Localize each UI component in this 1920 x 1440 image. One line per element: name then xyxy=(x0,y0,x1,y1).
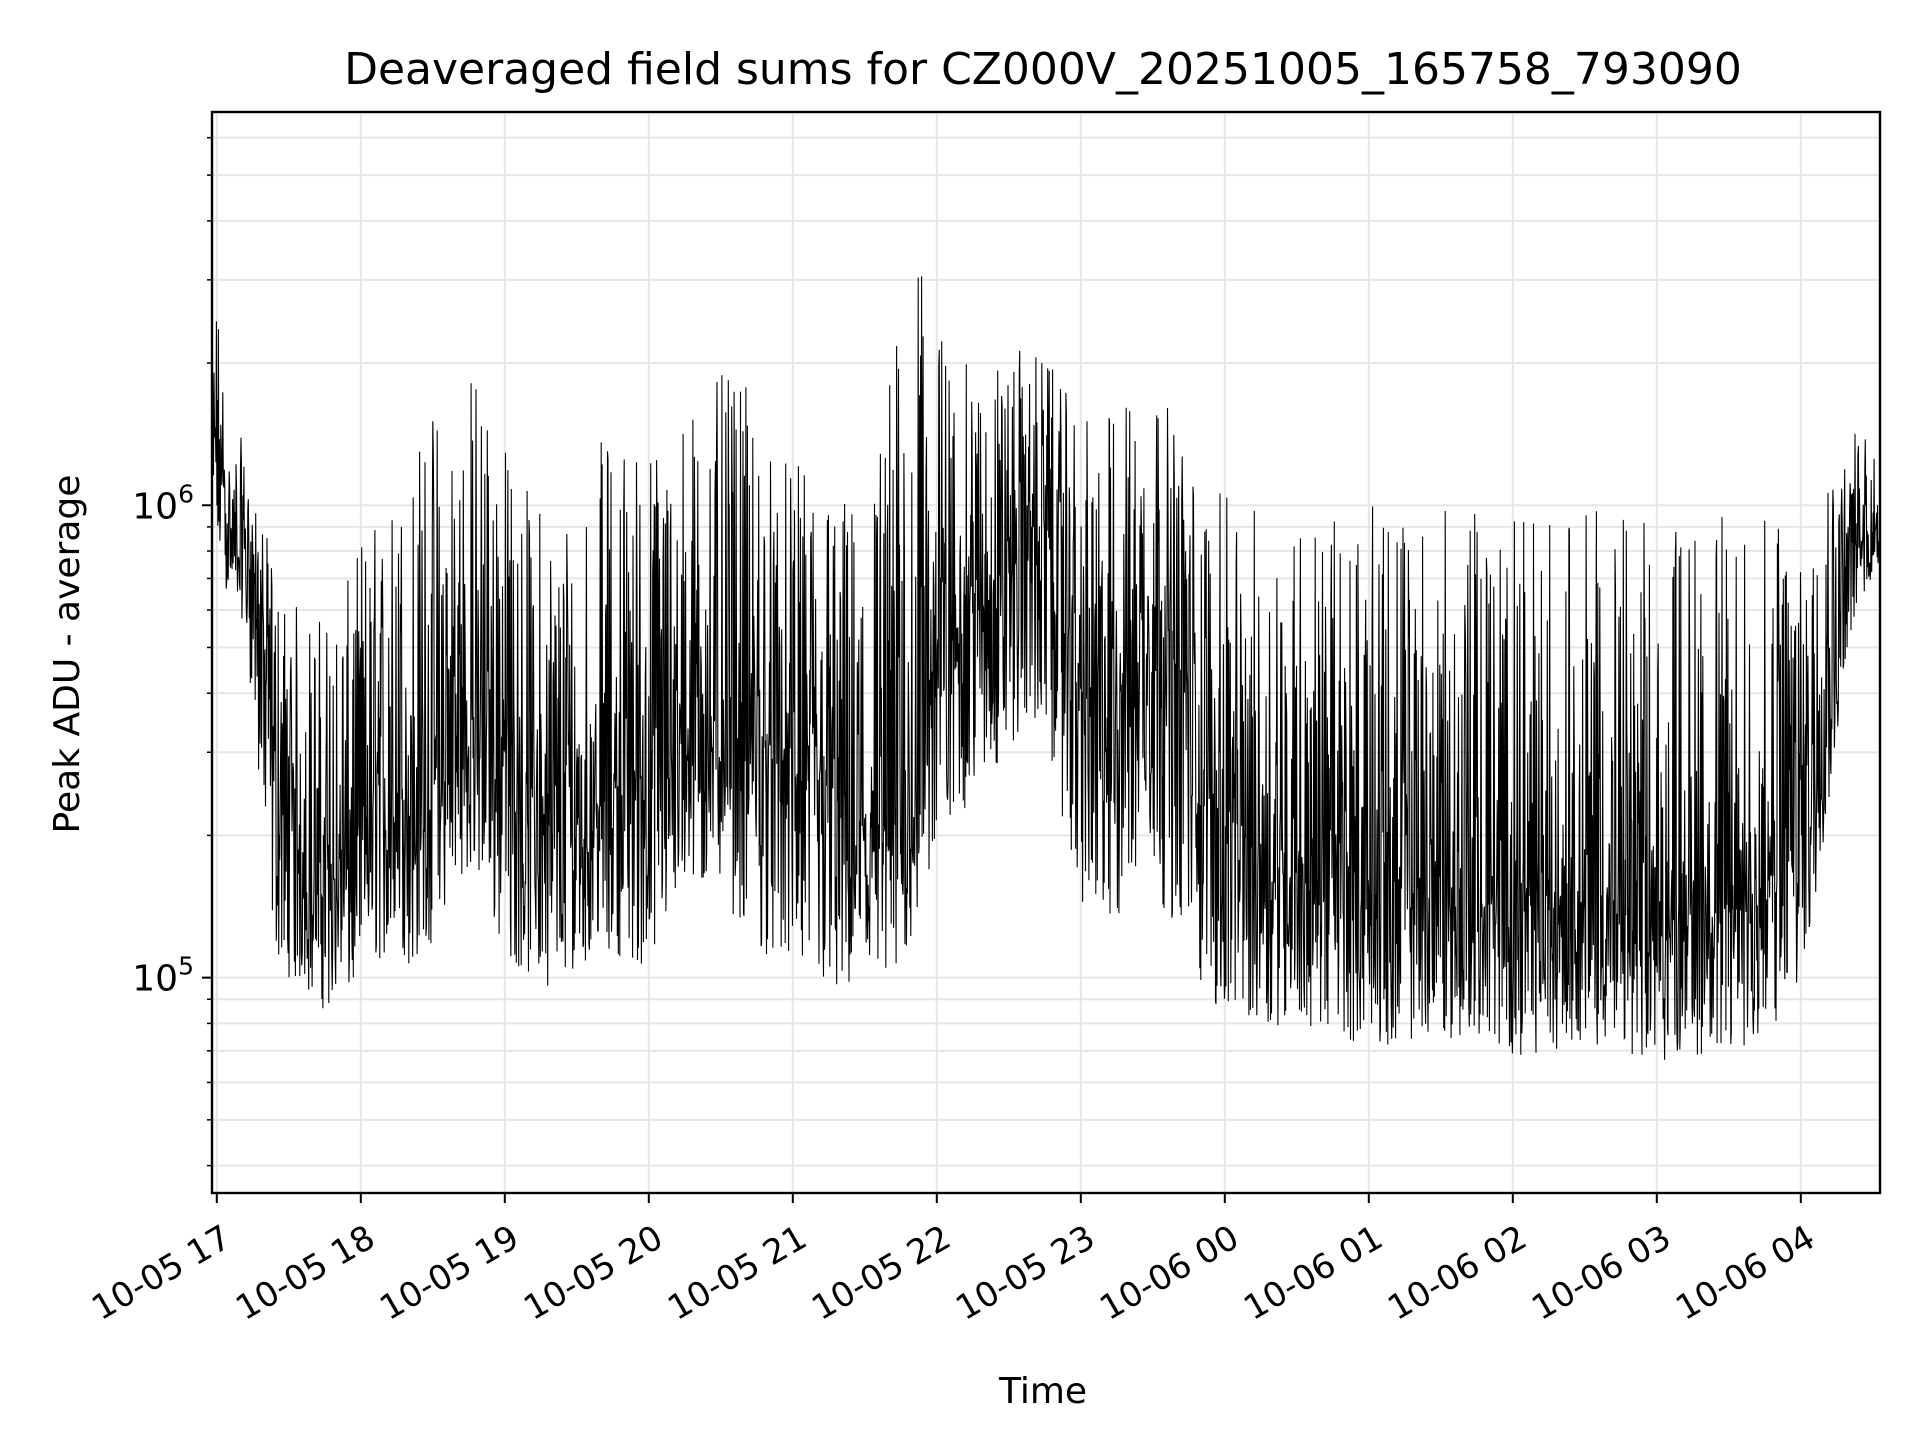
data-series-line-0 xyxy=(211,276,1881,1060)
y-tick-label: 105 xyxy=(132,952,194,1000)
y-tick-label: 106 xyxy=(132,479,194,527)
y-axis-label: Peak ADU - average xyxy=(47,475,88,834)
x-axis-label: Time xyxy=(998,1371,1087,1412)
chart-title: Deaveraged field sums for CZ000V_2025100… xyxy=(344,44,1742,95)
series-layer xyxy=(211,276,1881,1060)
plot-frame xyxy=(210,110,1882,1195)
